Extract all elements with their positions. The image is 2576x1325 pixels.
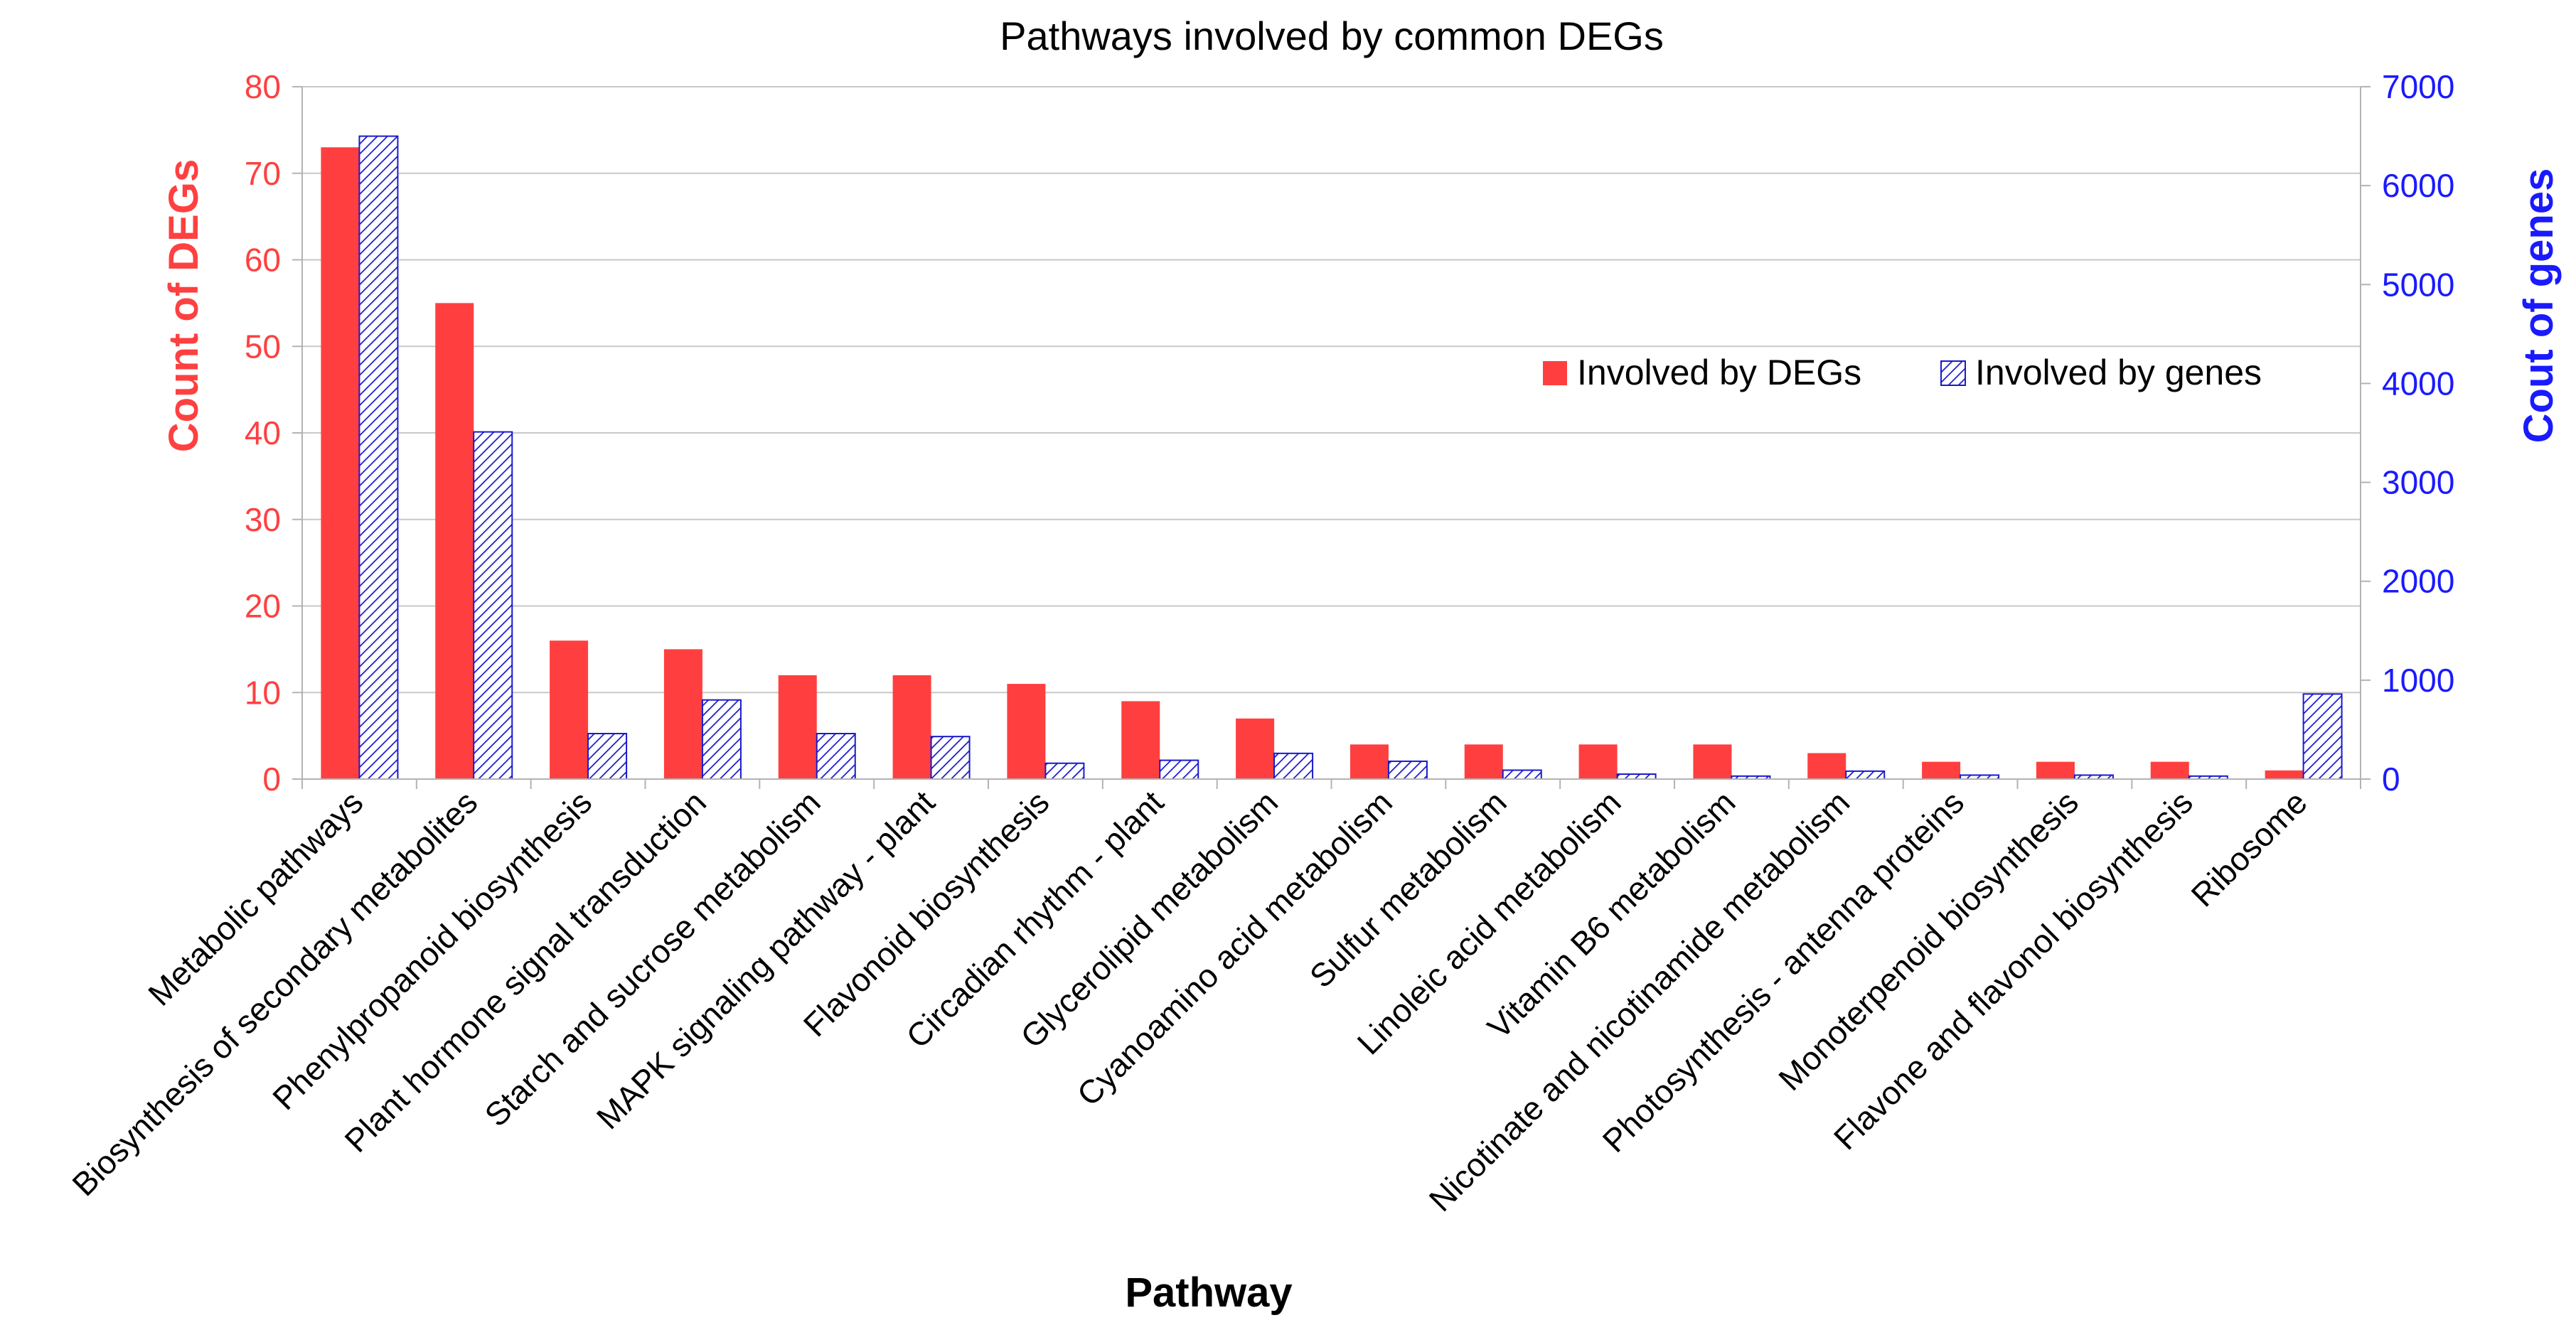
- bar-degs: [778, 675, 817, 779]
- x-tick-label: Metabolic pathways: [141, 783, 370, 1012]
- x-axis-title: Pathway: [1125, 1270, 1292, 1316]
- bar-degs: [2036, 761, 2075, 779]
- x-tick-label: Ribosome: [2184, 783, 2314, 913]
- bar-genes: [1044, 762, 1085, 780]
- bar-genes: [1502, 769, 1542, 780]
- right-tick-label: 2000: [2382, 563, 2454, 600]
- legend-swatch-degs: [1543, 361, 1567, 385]
- bar-degs: [550, 640, 589, 779]
- bar-degs: [1007, 684, 1046, 779]
- bar-degs: [1807, 753, 1847, 779]
- left-tick-label: 20: [245, 588, 281, 625]
- bar-degs: [435, 303, 474, 779]
- bar-genes: [1273, 752, 1314, 780]
- left-tick-label: 60: [245, 242, 281, 279]
- left-tick-label: 70: [245, 155, 281, 192]
- right-tick-label: 6000: [2382, 167, 2454, 204]
- right-tick-label: 4000: [2382, 365, 2454, 402]
- bar-genes: [816, 732, 856, 780]
- right-tick-label: 1000: [2382, 662, 2454, 699]
- bar-genes: [701, 699, 742, 780]
- bar-degs: [2265, 770, 2304, 779]
- bar-genes: [930, 736, 971, 780]
- bar-genes: [1616, 773, 1657, 780]
- bar-genes: [1159, 759, 1199, 780]
- legend-label-genes: Involved by genes: [1975, 353, 2262, 392]
- left-axis-title: Count of DEGs: [161, 159, 207, 452]
- axes: [301, 87, 2361, 789]
- bar-degs: [892, 675, 931, 779]
- bar-degs: [663, 649, 702, 779]
- left-tick-label: 10: [245, 674, 281, 711]
- right-tick-label: 5000: [2382, 266, 2454, 303]
- right-tick-label: 7000: [2382, 68, 2454, 105]
- bar-degs: [1922, 761, 1961, 779]
- chart-title: Pathways involved by common DEGs: [1000, 14, 1664, 58]
- left-axis-ticks: 0 10 20 30 40 50 60 70 80: [245, 68, 302, 798]
- left-tick-label: 50: [245, 328, 281, 365]
- legend: Involved by DEGs Involved by genes: [1543, 353, 2262, 392]
- x-tick-label: Nicotinate and nicotinamide metabolism: [1422, 783, 1857, 1218]
- bar-degs: [1578, 744, 1618, 779]
- right-axis-title: Cout of genes: [2516, 168, 2562, 444]
- bar-genes: [2302, 693, 2343, 780]
- bar-genes: [1387, 760, 1428, 780]
- legend-swatch-genes: [1940, 360, 1966, 386]
- bar-degs: [321, 147, 360, 780]
- left-tick-label: 30: [245, 501, 281, 538]
- x-tick-label: Sulfur metabolism: [1303, 783, 1514, 994]
- left-tick-label: 80: [245, 68, 281, 105]
- bar-genes: [1845, 770, 1886, 780]
- right-axis-ticks: 0 1000 2000 3000 4000 5000 6000 7000: [2361, 68, 2454, 798]
- left-tick-label: 40: [245, 414, 281, 451]
- bar-genes: [358, 135, 399, 780]
- bar-degs: [1236, 718, 1275, 779]
- x-tick-label: Biosynthesis of secondary metabolites: [65, 783, 484, 1203]
- bar-genes: [473, 431, 513, 780]
- bars: [321, 135, 2343, 780]
- right-tick-label: 3000: [2382, 464, 2454, 501]
- gridlines: [302, 86, 2361, 780]
- legend-label-degs: Involved by DEGs: [1577, 353, 1861, 392]
- bar-degs: [1350, 744, 1389, 779]
- bar-degs: [1464, 744, 1503, 779]
- right-tick-label: 0: [2382, 761, 2400, 798]
- bar-genes: [587, 732, 628, 780]
- bar-degs: [1121, 701, 1160, 779]
- left-tick-label: 0: [262, 761, 281, 798]
- bar-degs: [2150, 761, 2189, 779]
- bar-degs: [1693, 744, 1732, 779]
